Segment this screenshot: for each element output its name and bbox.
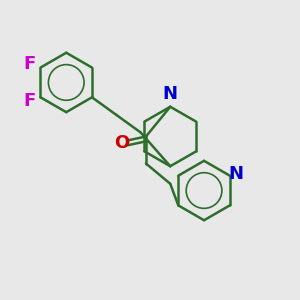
Text: N: N	[163, 85, 178, 103]
Text: F: F	[23, 55, 35, 73]
Text: O: O	[114, 134, 129, 152]
Text: F: F	[23, 92, 35, 110]
Text: N: N	[228, 165, 243, 183]
